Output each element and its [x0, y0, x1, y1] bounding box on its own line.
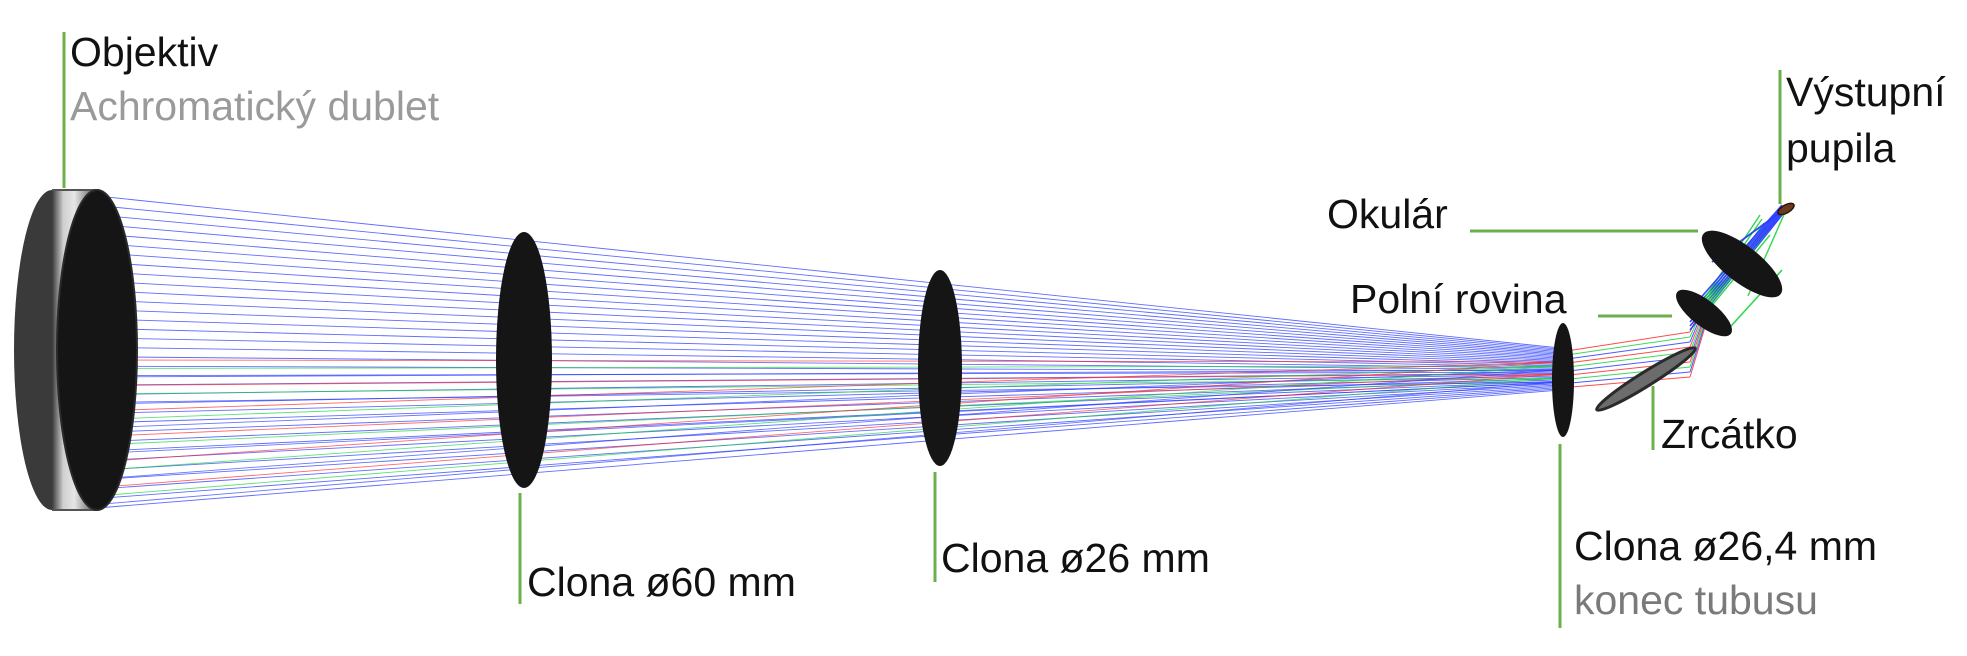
ray — [96, 377, 1561, 395]
ray — [96, 318, 1561, 365]
label-eyepiece: Okulár — [1327, 191, 1448, 237]
ray — [96, 377, 1561, 446]
ray — [96, 327, 1561, 367]
ray — [96, 299, 1561, 363]
ray — [96, 280, 1561, 360]
ray — [96, 223, 1561, 353]
ray — [96, 381, 1561, 454]
ray — [96, 389, 1561, 509]
ray — [96, 373, 1561, 386]
label-exit-pupil-line1: Výstupní — [1786, 69, 1946, 115]
ray — [96, 361, 1561, 412]
ray — [1559, 341, 1691, 361]
label-field-plane: Polní rovina — [1350, 276, 1567, 322]
diagonal-mirror — [1595, 346, 1697, 412]
ray — [1559, 351, 1691, 369]
label-exit-pupil-line2: pupila — [1786, 125, 1896, 171]
label-stop-60: Clona ø60 mm — [527, 559, 796, 605]
ray — [1559, 331, 1691, 353]
ray — [96, 195, 1561, 349]
ray — [96, 359, 1561, 363]
ray — [96, 252, 1561, 357]
ray — [96, 365, 1561, 369]
ray — [96, 346, 1561, 369]
label-stop-26: Clona ø26 mm — [941, 535, 1210, 581]
ray — [96, 365, 1561, 420]
ray — [1689, 320, 1706, 368]
ray — [96, 365, 1561, 471]
ray — [1689, 326, 1706, 378]
ray — [96, 373, 1561, 437]
ray — [96, 242, 1561, 355]
ray — [96, 369, 1561, 429]
label-stop-26-4-sub: konec tubusu — [1574, 577, 1818, 623]
ray — [96, 309, 1561, 364]
objective-lens — [14, 189, 138, 511]
ray — [96, 383, 1561, 462]
ray — [1559, 336, 1691, 357]
label-objective-sub: Achromatický dublet — [70, 83, 440, 129]
ray — [96, 373, 1561, 488]
ray — [96, 261, 1561, 358]
ray — [96, 271, 1561, 359]
ray — [1559, 346, 1691, 365]
ray — [1559, 376, 1691, 389]
ray — [96, 356, 1561, 371]
ray — [96, 381, 1561, 505]
ray — [96, 377, 1561, 497]
field-plane — [1676, 289, 1732, 337]
label-mirror: Zrcátko — [1661, 411, 1798, 457]
ray — [96, 205, 1561, 350]
ray — [96, 369, 1561, 480]
ray — [96, 214, 1561, 351]
stop-60mm — [496, 232, 552, 488]
stop-26mm — [918, 270, 962, 466]
ray — [96, 290, 1561, 362]
ray — [96, 369, 1561, 378]
ray — [96, 385, 1561, 481]
label-stop-26-4: Clona ø26,4 mm — [1574, 523, 1877, 569]
ray — [96, 361, 1561, 463]
ray — [96, 337, 1561, 368]
ray — [96, 381, 1561, 403]
ray — [1689, 323, 1706, 373]
eyepiece — [1701, 230, 1783, 298]
exit-pupil — [1777, 202, 1795, 216]
ray — [96, 378, 1561, 424]
ray — [96, 387, 1561, 490]
label-objective: Objektiv — [70, 29, 219, 75]
ray — [96, 233, 1561, 354]
ray — [96, 384, 1561, 471]
stop-26-4mm-tube-end — [1552, 323, 1574, 437]
ray-bundle — [96, 195, 1787, 509]
